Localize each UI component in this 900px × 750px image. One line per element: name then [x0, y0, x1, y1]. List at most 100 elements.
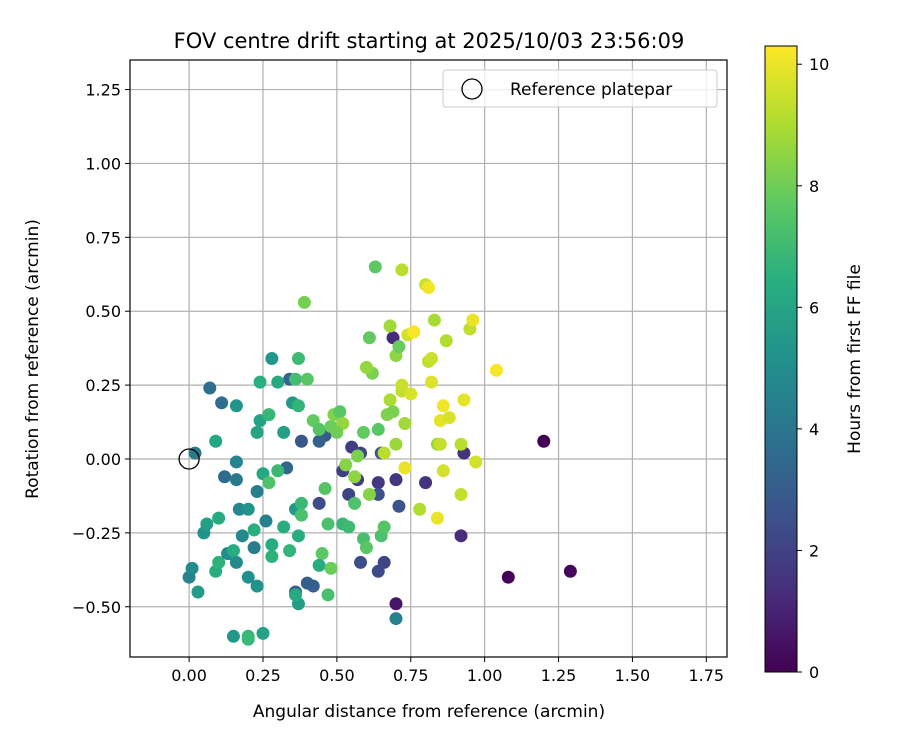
scatter-point — [389, 612, 403, 626]
scatter-point — [312, 434, 326, 448]
legend: Reference platepar — [442, 69, 718, 108]
scatter-point — [229, 399, 243, 413]
scatter-point — [256, 626, 270, 640]
scatter-point — [430, 511, 444, 525]
scatter-point — [371, 476, 385, 490]
scatter-point — [424, 375, 438, 389]
scatter-point — [247, 541, 261, 555]
scatter-point — [247, 523, 261, 537]
scatter-point — [389, 597, 403, 611]
scatter-point — [291, 529, 305, 543]
scatter-point — [371, 422, 385, 436]
scatter-point — [389, 437, 403, 451]
scatter-point — [212, 511, 226, 525]
x-tick-label: 0.75 — [393, 666, 429, 685]
scatter-point — [348, 496, 362, 510]
scatter-point — [191, 585, 205, 599]
y-tick-label: 0.50 — [85, 302, 121, 321]
scatter-point — [218, 470, 232, 484]
scatter-point — [422, 281, 435, 295]
scatter-point — [312, 558, 326, 572]
scatter-point — [359, 360, 373, 374]
x-tick-label: 1.75 — [688, 666, 724, 685]
scatter-point — [312, 496, 326, 510]
y-tick-label: 0.75 — [85, 228, 121, 247]
scatter-point — [294, 434, 308, 448]
scatter-point — [259, 514, 273, 528]
scatter-point — [383, 393, 397, 407]
scatter-point — [537, 434, 551, 448]
scatter-point — [283, 544, 297, 558]
scatter-point — [271, 375, 285, 389]
scatter-point — [362, 487, 376, 501]
scatter-point — [339, 458, 353, 472]
scatter-point — [333, 405, 347, 419]
scatter-point — [315, 547, 329, 561]
x-tick-label: 0.50 — [319, 666, 355, 685]
scatter-point — [253, 375, 267, 389]
scatter-point — [395, 263, 409, 277]
scatter-point — [209, 434, 223, 448]
scatter-point — [306, 579, 320, 593]
scatter-point — [215, 396, 229, 410]
colorbar-tick-label: 2 — [809, 541, 819, 560]
scatter-point — [359, 541, 373, 555]
scatter-point — [454, 437, 468, 451]
colorbar-tick-label: 10 — [809, 55, 829, 74]
scatter-point — [229, 455, 243, 469]
y-tick-label: 0.00 — [85, 450, 121, 469]
scatter-point — [241, 632, 255, 646]
scatter-point — [407, 325, 421, 339]
scatter-point — [241, 570, 255, 584]
scatter-point — [265, 538, 279, 552]
scatter-point — [377, 446, 391, 460]
colorbar-tick-label: 0 — [809, 663, 819, 682]
scatter-point — [185, 561, 199, 575]
colorbar: 0 2 4 6 8 10 Hours from first FF file — [764, 45, 865, 682]
scatter-point — [413, 502, 427, 516]
scatter-point — [436, 399, 450, 413]
scatter-point — [312, 422, 326, 436]
scatter-point — [297, 295, 311, 309]
y-tick-label: 1.00 — [85, 154, 121, 173]
y-tick-label: 1.25 — [85, 81, 121, 100]
legend-entry-reference: Reference platepar — [510, 80, 672, 100]
scatter-point — [235, 529, 249, 543]
scatter-point — [265, 352, 279, 365]
x-tick-label: 0.00 — [171, 666, 207, 685]
chart-title: FOV centre drift starting at 2025/10/03 … — [174, 29, 685, 53]
scatter-points — [182, 260, 577, 646]
x-tick-label: 1.00 — [467, 666, 503, 685]
scatter-point — [241, 502, 255, 516]
scatter-point — [469, 455, 483, 469]
reference-platepar-marker — [178, 448, 200, 470]
scatter-point — [442, 411, 456, 425]
scatter-point — [289, 372, 303, 386]
scatter-point — [398, 417, 412, 431]
scatter-point — [368, 260, 382, 274]
scatter-point — [262, 476, 276, 490]
scatter-point — [389, 473, 403, 487]
scatter-point — [371, 564, 385, 578]
scatter-point — [419, 476, 433, 490]
scatter-point — [250, 425, 264, 439]
scatter-point — [318, 482, 332, 496]
scatter-point — [291, 399, 305, 413]
scatter-point — [294, 508, 308, 522]
y-tick-label: 0.25 — [85, 376, 121, 395]
scatter-point — [354, 555, 368, 569]
colorbar-label: Hours from first FF file — [845, 264, 865, 454]
scatter-point — [489, 363, 503, 377]
x-axis-label: Angular distance from reference (arcmin) — [253, 702, 605, 722]
x-tick-label: 0.25 — [245, 666, 281, 685]
scatter-point — [427, 313, 441, 327]
scatter-point — [404, 387, 418, 401]
scatter-point — [324, 561, 338, 575]
y-tick-label: −0.50 — [72, 598, 121, 617]
scatter-point — [300, 372, 314, 386]
scatter-point — [342, 520, 356, 534]
scatter-point — [392, 340, 406, 354]
scatter-point — [398, 461, 412, 475]
grid-lines — [130, 60, 727, 657]
